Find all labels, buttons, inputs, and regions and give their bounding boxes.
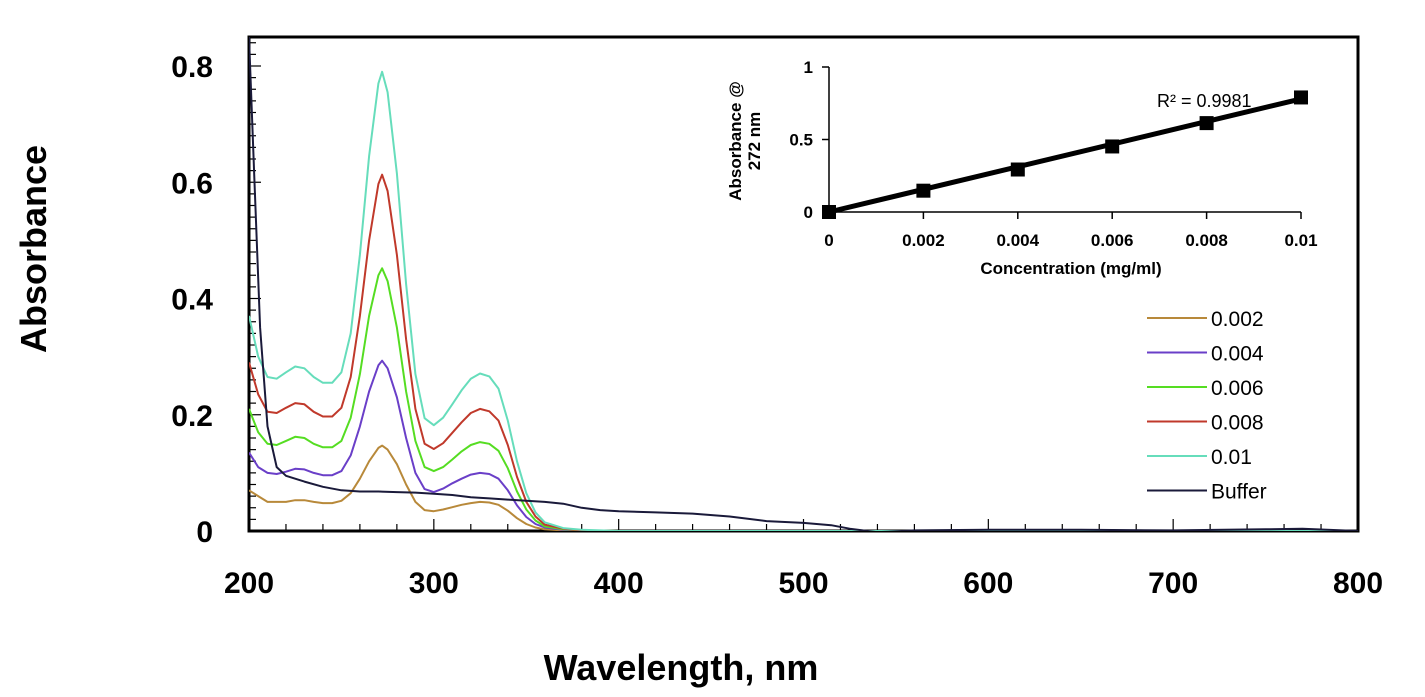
x-tick-label: 700 bbox=[1148, 567, 1198, 600]
series-line-0-008 bbox=[249, 173, 1358, 531]
inset-data-point bbox=[1105, 139, 1120, 154]
inset-points bbox=[822, 90, 1308, 219]
inset-data-point bbox=[1199, 116, 1214, 131]
inset-y-tick-label: 1 bbox=[804, 58, 813, 77]
inset-y-tick-label: 0.5 bbox=[789, 131, 813, 150]
y-tick-label: 0.2 bbox=[171, 400, 213, 433]
inset-x-tick-label: 0.002 bbox=[902, 231, 945, 250]
inset-trendline bbox=[828, 96, 1302, 215]
inset-data-point bbox=[916, 183, 931, 198]
series-line-0-004 bbox=[249, 359, 1358, 531]
inset-x-axis-title: Concentration (mg/ml) bbox=[980, 259, 1161, 278]
inset-r2-annotation: R² = 0.9981 bbox=[1157, 91, 1252, 111]
series-line-0-006 bbox=[249, 267, 1358, 531]
x-tick-label: 800 bbox=[1333, 567, 1383, 600]
inset-tick-labels: 0 0.002 0.004 0.006 0.008 0.01 0 0.5 1 bbox=[789, 58, 1317, 250]
series-line-0-002 bbox=[249, 444, 1358, 531]
inset-x-tick-label: 0.01 bbox=[1284, 231, 1317, 250]
legend-label: 0.006 bbox=[1211, 377, 1264, 400]
legend-label: 0.008 bbox=[1211, 412, 1264, 435]
legend-label: 0.002 bbox=[1211, 308, 1264, 331]
inset-y-tick-label: 0 bbox=[804, 203, 813, 222]
x-tick-label: 600 bbox=[963, 567, 1013, 600]
inset-data-point bbox=[1294, 90, 1308, 105]
inset-data-point bbox=[822, 205, 836, 219]
inset-chart: 0 0.002 0.004 0.006 0.008 0.01 0 0.5 1 R² = 0.99… bbox=[726, 58, 1318, 278]
legend-label: 0.004 bbox=[1211, 343, 1264, 366]
inset-trendline-line bbox=[828, 96, 1302, 215]
inset-x-tick-label: 0.004 bbox=[997, 231, 1040, 250]
y-tick-label: 0.6 bbox=[171, 167, 213, 200]
legend-label: 0.01 bbox=[1211, 446, 1252, 469]
main-tick-labels: 200 300 400 500 600 700 800 0 0.2 0.4 0.6 0.8 bbox=[171, 51, 1383, 600]
main-ticks bbox=[248, 42, 1359, 532]
y-axis-title: Absorbance bbox=[13, 145, 54, 353]
series-line-0-01 bbox=[249, 70, 1358, 531]
inset-x-tick-label: 0.008 bbox=[1185, 231, 1228, 250]
inset-ticks bbox=[822, 66, 1302, 219]
main-series bbox=[249, 37, 1358, 531]
x-tick-label: 500 bbox=[778, 567, 828, 600]
x-tick-label: 300 bbox=[409, 567, 459, 600]
inset-data-point bbox=[1010, 162, 1025, 177]
inset-y-axis-title-line2: 272 nm bbox=[745, 112, 764, 171]
y-tick-label: 0.8 bbox=[171, 51, 213, 84]
inset-y-axis-title-line1: Absorbance @ bbox=[726, 81, 745, 201]
series-line-buffer bbox=[249, 37, 1358, 531]
inset-x-tick-label: 0 bbox=[824, 231, 833, 250]
legend: 0.002 0.004 0.006 0.008 0.01 Buffer bbox=[1147, 308, 1267, 504]
x-tick-label: 400 bbox=[594, 567, 644, 600]
legend-label: Buffer bbox=[1211, 481, 1267, 504]
x-tick-label: 200 bbox=[224, 567, 274, 600]
y-tick-label: 0 bbox=[196, 516, 213, 549]
x-axis-title: Wavelength, nm bbox=[544, 647, 819, 688]
inset-x-tick-label: 0.006 bbox=[1091, 231, 1134, 250]
y-tick-label: 0.4 bbox=[171, 284, 213, 317]
